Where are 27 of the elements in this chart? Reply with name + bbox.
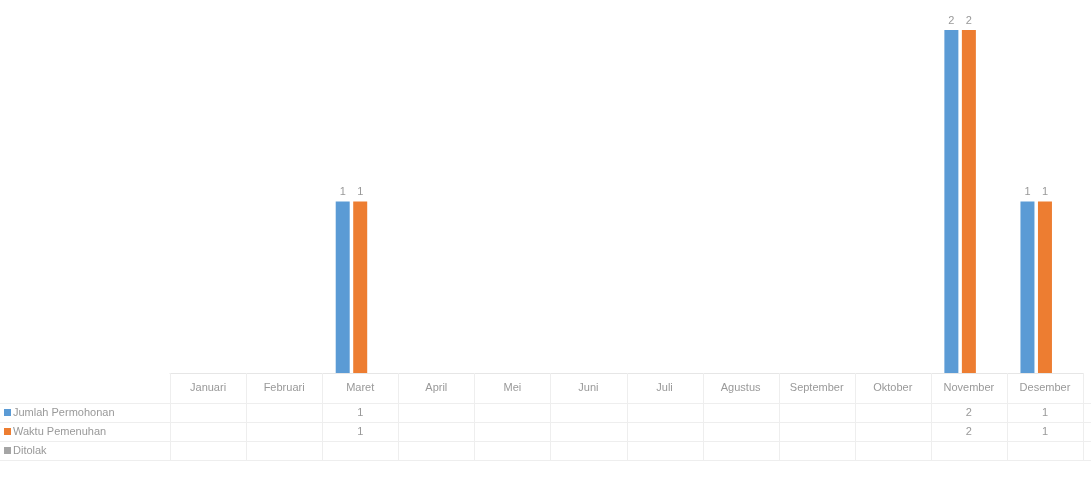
legend-label: Waktu Pemenuhan bbox=[12, 424, 107, 439]
x-tick-label: Januari bbox=[190, 380, 227, 393]
x-tick-label: November bbox=[943, 380, 995, 393]
x-tick-label: Desember bbox=[1019, 380, 1071, 393]
x-tick-label: Maret bbox=[346, 380, 375, 393]
data-label: 1 bbox=[356, 424, 365, 439]
text: 1 bbox=[1024, 185, 1031, 197]
x-tick-label: Februari bbox=[263, 380, 305, 393]
text: 2 bbox=[948, 13, 955, 26]
x-tick-label: April bbox=[425, 380, 448, 393]
legend-label: Ditolak bbox=[12, 443, 47, 458]
text: 1 bbox=[339, 185, 346, 197]
x-tick-label: Mei bbox=[503, 380, 522, 393]
data-label: 1 bbox=[1040, 424, 1049, 439]
x-tick-label: Juni bbox=[578, 380, 599, 393]
text: 1 bbox=[1041, 185, 1049, 197]
text: 1 bbox=[357, 185, 364, 197]
x-tick-label: September bbox=[789, 380, 844, 393]
data-label: 2 bbox=[964, 424, 973, 439]
data-label: 1 bbox=[1040, 405, 1049, 420]
x-tick-label: Juli bbox=[656, 380, 673, 393]
legend-label: Jumlah Permohonan bbox=[12, 405, 115, 420]
data-label: 1 bbox=[356, 405, 365, 420]
text: 2 bbox=[965, 13, 972, 26]
x-tick-label: Agustus bbox=[720, 380, 761, 393]
x-tick-label: Oktober bbox=[873, 380, 913, 393]
data-label: 2 bbox=[964, 405, 973, 420]
